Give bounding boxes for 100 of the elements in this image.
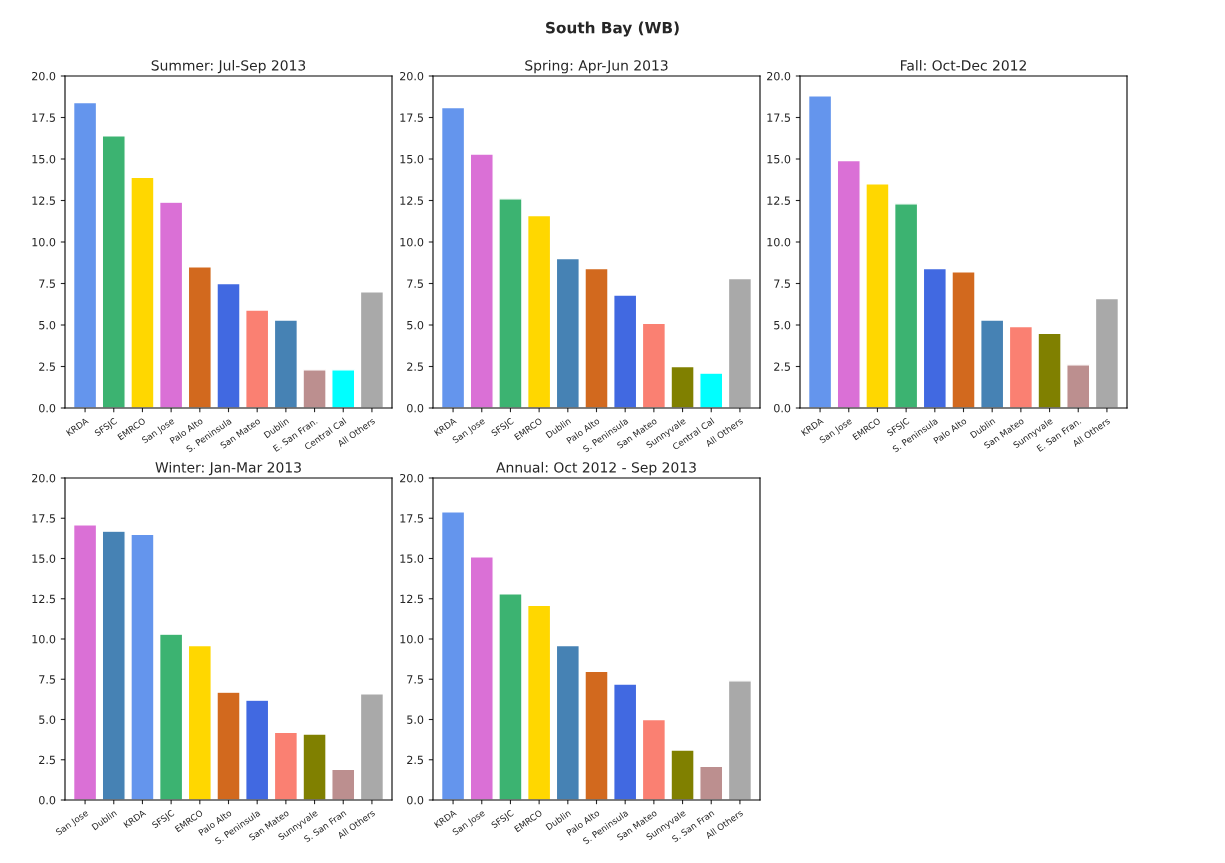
chart-title: Summer: Jul-Sep 2013 [151, 59, 306, 74]
y-tick-label: 17.5 [400, 514, 423, 523]
bar [922, 267, 947, 408]
y-tick-label: 2.5 [39, 755, 55, 765]
bar [331, 768, 356, 800]
y-tick-label: 2.5 [39, 362, 55, 371]
bar [980, 319, 1005, 408]
bar [613, 683, 638, 800]
bar [641, 718, 667, 800]
y-tick-label: 5.0 [407, 715, 424, 724]
bar [641, 322, 667, 408]
bar [555, 257, 580, 408]
bar [498, 593, 523, 800]
bar [670, 365, 695, 408]
bar [526, 214, 552, 408]
bar [440, 511, 466, 800]
bar [359, 291, 385, 408]
y-tick-label: 7.5 [774, 279, 790, 288]
y-tick-label: 20.0 [400, 71, 424, 81]
bar [893, 203, 919, 408]
bar [158, 201, 184, 408]
chart-title: Annual: Oct 2012 - Sep 2013 [496, 461, 696, 476]
y-tick-label: 10.0 [767, 237, 791, 247]
bar [670, 749, 695, 800]
bar [130, 533, 155, 800]
y-tick-label: 0.0 [407, 795, 424, 805]
y-tick-label: 17.5 [32, 514, 55, 523]
bar [245, 699, 270, 800]
bar [584, 267, 609, 408]
y-tick-label: 17.5 [400, 113, 423, 122]
y-tick-label: 7.5 [407, 675, 423, 684]
y-tick-label: 17.5 [32, 113, 55, 122]
y-tick-label: 12.5 [400, 196, 423, 205]
y-tick-label: 20.0 [32, 473, 56, 483]
bar [273, 731, 299, 800]
bar [216, 691, 241, 800]
y-tick-label: 20.0 [767, 71, 791, 81]
bar [727, 277, 753, 408]
bar [1066, 364, 1091, 408]
y-tick-label: 17.5 [767, 113, 790, 122]
y-tick-label: 12.5 [32, 594, 55, 604]
bar [72, 101, 98, 408]
bar [1037, 332, 1062, 408]
bar [216, 282, 241, 408]
text: South Bay (WB) [546, 21, 679, 37]
y-tick-label: 7.5 [39, 675, 55, 684]
y-tick-label: 7.5 [39, 279, 55, 288]
y-tick-label: 2.5 [407, 362, 423, 371]
y-tick-label: 12.5 [767, 196, 790, 205]
bar [1094, 297, 1120, 408]
bar [158, 633, 184, 800]
y-tick-label: 15.0 [767, 154, 791, 164]
bar [727, 680, 753, 800]
bar [359, 693, 385, 800]
y-tick-label: 2.5 [407, 755, 423, 765]
chart-title: Spring: Apr-Jun 2013 [525, 59, 668, 74]
y-tick-label: 15.0 [32, 554, 56, 563]
y-tick-label: 20.0 [32, 71, 56, 81]
y-tick-label: 5.0 [407, 320, 424, 330]
y-tick-label: 0.0 [39, 403, 56, 413]
y-tick-label: 10.0 [32, 237, 56, 247]
y-tick-label: 12.5 [32, 196, 55, 205]
bar [440, 106, 466, 408]
bar [526, 604, 552, 800]
bar [498, 198, 523, 408]
y-tick-label: 15.0 [400, 554, 424, 563]
y-tick-label: 20.0 [400, 473, 424, 483]
bar [807, 95, 833, 408]
bar [1008, 325, 1034, 408]
y-tick-label: 2.5 [774, 362, 790, 371]
bar [699, 372, 724, 408]
y-tick-label: 15.0 [400, 154, 424, 164]
bar [469, 153, 494, 408]
bar [130, 176, 155, 408]
bar [699, 765, 724, 800]
bar [584, 670, 609, 800]
bar [469, 556, 494, 800]
y-tick-label: 10.0 [400, 237, 424, 247]
chart-title: Winter: Jan-Mar 2013 [155, 461, 301, 476]
y-tick-label: 12.5 [400, 594, 423, 604]
y-tick-label: 5.0 [39, 715, 56, 724]
bar [187, 266, 212, 408]
bar [101, 530, 126, 800]
bar [555, 644, 580, 800]
bar [72, 523, 98, 800]
y-tick-label: 15.0 [32, 154, 56, 164]
y-tick-label: 10.0 [32, 634, 56, 644]
y-tick-label: 7.5 [407, 279, 423, 288]
bar [101, 135, 126, 408]
bar [331, 369, 356, 408]
bar [613, 294, 638, 408]
y-tick-label: 5.0 [774, 320, 791, 330]
y-tick-label: 5.0 [39, 320, 56, 330]
y-tick-label: 0.0 [774, 403, 791, 413]
bar [951, 271, 976, 408]
bar [302, 733, 327, 800]
bar [187, 644, 212, 800]
y-tick-label: 0.0 [407, 403, 424, 413]
y-tick-label: 10.0 [400, 634, 424, 644]
chart-title: Fall: Oct-Dec 2012 [901, 59, 1026, 71]
